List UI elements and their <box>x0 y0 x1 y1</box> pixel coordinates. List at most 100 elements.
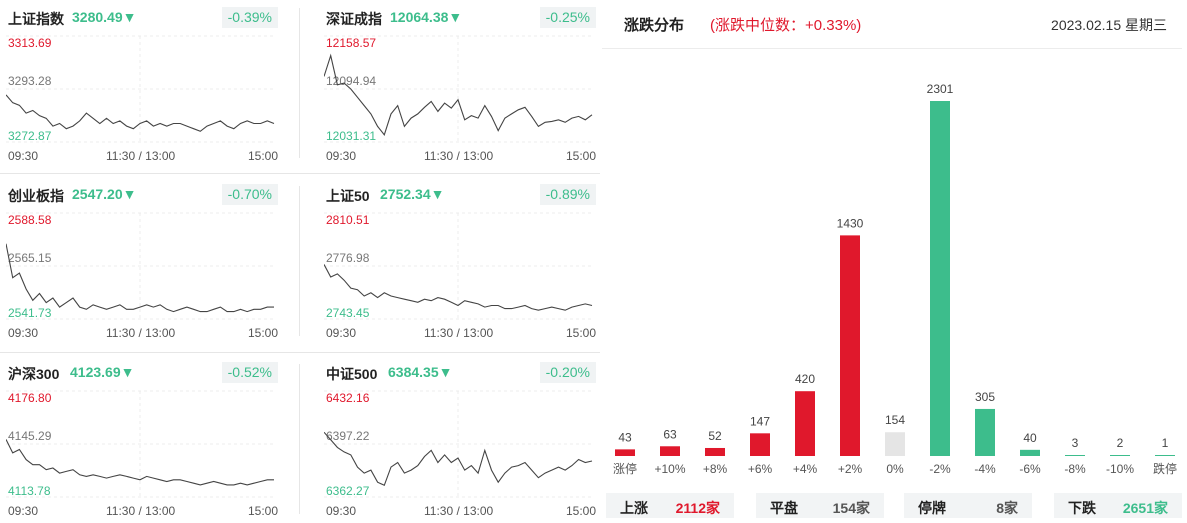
index-change-badge: -0.39% <box>221 7 278 28</box>
time-start-label: 09:30 <box>8 149 39 163</box>
summary-suspended: 停牌 8家 <box>904 493 1032 518</box>
intraday-line-chart <box>324 390 593 498</box>
index-name: 创业板指 <box>8 188 64 204</box>
category-label: +6% <box>748 462 773 476</box>
time-start-label: 09:30 <box>8 504 39 518</box>
category-label: -4% <box>974 462 996 476</box>
bar-value-label: 147 <box>750 414 770 428</box>
index-name: 上证指数 <box>8 11 64 27</box>
intraday-line-chart <box>6 390 274 498</box>
index-low-label: 4113.78 <box>8 484 51 498</box>
intraday-line-chart <box>6 35 275 143</box>
summary-label: 平盘 <box>770 500 798 516</box>
index-panel-sz[interactable]: 深证成指 12064.38▼ -0.25% 12158.57 12094.94 … <box>324 6 596 170</box>
bar <box>885 432 905 456</box>
index-header: 上证50 2752.34▼ -0.89% <box>324 183 596 207</box>
bar-value-label: 2301 <box>927 82 954 96</box>
bar <box>975 408 995 456</box>
bar <box>705 447 725 456</box>
index-panel-cyb[interactable]: 创业板指 2547.20▼ -0.70% 2588.58 2565.15 254… <box>6 183 278 347</box>
bar-value-label: 305 <box>975 390 995 404</box>
bar <box>1020 449 1040 456</box>
index-change-badge: -0.20% <box>539 362 596 383</box>
bar-value-label: 2 <box>1117 436 1124 450</box>
intraday-line-chart <box>324 212 593 320</box>
bar <box>1110 455 1130 456</box>
index-high-label: 12158.57 <box>326 36 377 50</box>
bar <box>840 235 860 456</box>
index-header: 深证成指 12064.38▼ -0.25% <box>324 6 596 30</box>
bar-value-label: 1430 <box>837 216 864 230</box>
distribution-bar-chart: 43 涨停 63 +10% 52 +8% 147 +6% 420 +4% 1430 +2% 154 0% 2… <box>613 82 1177 476</box>
summary-label: 停牌 <box>918 500 946 516</box>
index-price: 3280.49▼ <box>72 9 137 25</box>
summary-value: 154家 <box>832 500 870 516</box>
summary-rise: 上涨 2112家 <box>606 493 734 518</box>
down-arrow-icon: ▼ <box>122 9 137 25</box>
bar <box>795 391 815 456</box>
index-panel-zz500[interactable]: 中证500 6384.35▼ -0.20% 6432.16 6397.22 63… <box>324 361 596 523</box>
summary-fall: 下跌 2651家 <box>1054 493 1182 518</box>
index-change-badge: -0.70% <box>221 184 278 205</box>
index-price: 6384.35▼ <box>388 364 453 380</box>
distribution-date: 2023.02.15 星期三 <box>1051 17 1167 33</box>
bar <box>660 446 680 456</box>
index-mid-label: 2776.98 <box>326 251 370 265</box>
category-label: -6% <box>1019 462 1041 476</box>
intraday-line-chart <box>6 212 274 320</box>
category-label: +4% <box>793 462 818 476</box>
distribution-title: 涨跌分布 <box>624 17 685 34</box>
index-mid-label: 3293.28 <box>8 74 52 88</box>
distribution-median: (涨跌中位数：+0.33%) <box>710 17 862 34</box>
price-line <box>324 53 593 136</box>
index-price: 2752.34▼ <box>380 186 445 202</box>
index-high-label: 2588.58 <box>8 213 52 227</box>
summary-label: 下跌 <box>1068 500 1096 516</box>
time-mid-label: 11:30 / 13:00 <box>106 326 176 340</box>
time-start-label: 09:30 <box>326 504 357 518</box>
summary-value: 2112家 <box>675 500 720 516</box>
index-change-badge: -0.25% <box>539 7 596 28</box>
index-high-label: 4176.80 <box>8 391 52 405</box>
time-end-label: 15:00 <box>565 504 596 518</box>
index-header: 中证500 6384.35▼ -0.20% <box>324 361 596 385</box>
time-start-label: 09:30 <box>326 149 357 163</box>
bar-value-label: 3 <box>1072 436 1079 450</box>
index-change-badge: -0.89% <box>539 184 596 205</box>
category-label: +8% <box>703 462 728 476</box>
time-axis: 09:30 11:30 / 13:00 15:00 <box>6 504 278 520</box>
category-label: 0% <box>886 462 904 476</box>
bar <box>930 101 950 456</box>
index-panel-sh[interactable]: 上证指数 3280.49▼ -0.39% 3313.69 3293.28 327… <box>6 6 278 170</box>
bar-value-label: 154 <box>885 413 905 427</box>
time-start-label: 09:30 <box>8 326 39 340</box>
bar-value-label: 420 <box>795 372 815 386</box>
index-low-label: 2743.45 <box>326 306 370 320</box>
index-header: 上证指数 3280.49▼ -0.39% <box>6 6 278 30</box>
category-label: 涨停 <box>613 461 637 476</box>
index-panel-sz50[interactable]: 上证50 2752.34▼ -0.89% 2810.51 2776.98 274… <box>324 183 596 347</box>
index-price: 2547.20▼ <box>72 186 137 202</box>
time-end-label: 15:00 <box>247 326 278 340</box>
panel-divider <box>0 173 600 174</box>
price-line <box>324 431 593 487</box>
category-label: 跌停 <box>1153 461 1177 476</box>
index-header: 创业板指 2547.20▼ -0.70% <box>6 183 278 207</box>
summary-flat: 平盘 154家 <box>756 493 884 518</box>
index-high-label: 2810.51 <box>326 213 370 227</box>
index-low-label: 12031.31 <box>326 129 377 143</box>
index-panel-hs300[interactable]: 沪深300 4123.69▼ -0.52% 4176.80 4145.29 41… <box>6 361 278 523</box>
header-divider <box>602 48 1182 49</box>
category-label: -8% <box>1064 462 1086 476</box>
summary-value: 8家 <box>996 500 1018 516</box>
time-start-label: 09:30 <box>326 326 357 340</box>
index-header: 沪深300 4123.69▼ -0.52% <box>6 361 278 385</box>
down-arrow-icon: ▼ <box>448 9 463 25</box>
index-low-label: 6362.27 <box>326 484 370 498</box>
bar-value-label: 63 <box>663 427 677 441</box>
down-arrow-icon: ▼ <box>122 186 137 202</box>
distribution-panel: 涨跌分布 (涨跌中位数：+0.33%) 2023.02.15 星期三 43 涨停 6… <box>602 0 1187 523</box>
time-mid-label: 11:30 / 13:00 <box>424 504 494 518</box>
index-mid-label: 2565.15 <box>8 251 52 265</box>
summary-value: 2651家 <box>1122 500 1168 516</box>
